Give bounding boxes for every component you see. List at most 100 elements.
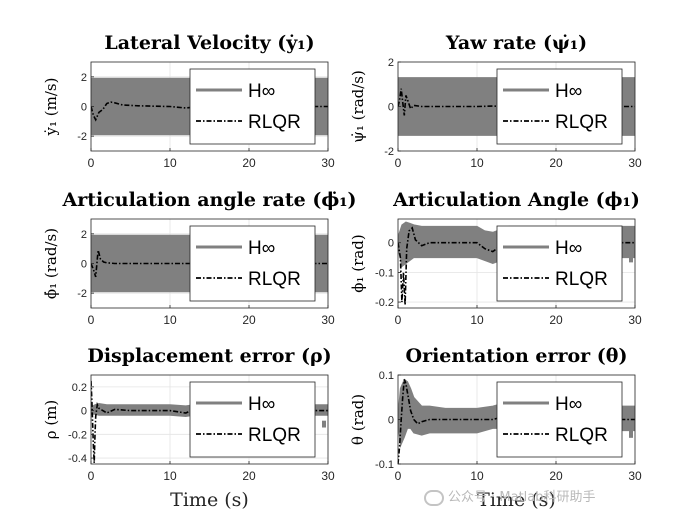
x-axis-label: Time (s) — [477, 489, 556, 511]
x-tick-label: 0 — [395, 469, 402, 483]
y-tick-label: 2 — [81, 229, 87, 241]
x-tick-label: 10 — [163, 469, 177, 483]
x-tick-label: 10 — [163, 156, 177, 170]
y-tick-label: -0.1 — [375, 267, 394, 279]
x-tick-label: 20 — [242, 156, 256, 170]
subplot-3: 0 10 20 30 -2 0 2 Articulation angle rate (ϕ̇₁)… — [42, 189, 357, 327]
legend-hinf-label: H∞ — [555, 394, 582, 415]
legend-hinf-label: H∞ — [248, 238, 275, 259]
chart-title: Articulation angle rate (ϕ̇₁) — [61, 189, 356, 211]
x-tick-label: 10 — [470, 313, 484, 327]
x-tick-label: 0 — [88, 313, 95, 327]
y-tick-label: 0 — [81, 259, 87, 271]
legend-rlqr-label: RLQR — [555, 112, 608, 133]
legend-box — [189, 381, 316, 458]
y-tick-label: -0.2 — [68, 429, 87, 441]
y-tick-label: 0 — [81, 102, 87, 114]
chart-title: Yaw rate (ψ̇₁) — [445, 32, 587, 54]
legend-rlqr-label: RLQR — [555, 425, 608, 446]
y-axis-label: θ (rad) — [349, 394, 367, 445]
y-tick-label: -2 — [77, 288, 87, 300]
x-tick-label: 30 — [628, 156, 642, 170]
legend-box — [189, 225, 316, 302]
x-tick-label: 20 — [549, 156, 563, 170]
series-hinf-band-tail — [629, 93, 633, 131]
x-tick-label: 20 — [549, 313, 563, 327]
x-tick-label: 0 — [88, 156, 95, 170]
x-tick-label: 0 — [88, 469, 95, 483]
chart-title: Displacement error (ρ) — [87, 345, 331, 367]
legend-box — [189, 68, 316, 145]
y-tick-label: 0 — [388, 102, 394, 114]
y-tick-label: 0 — [81, 406, 87, 418]
series-rlqr-line — [91, 380, 328, 463]
subplot-5: 0 10 20 30 -0.4 -0.2 0 0.2 Displacement error (ρ… — [42, 345, 335, 511]
chart-title: Articulation Angle (ϕ₁) — [392, 189, 640, 211]
subplot-4: 0 10 20 30 -0.2 -0.1 0 Articulation Angle (ϕ₁) ϕ… — [349, 189, 642, 327]
y-tick-label: -2 — [77, 131, 87, 143]
y-tick-label: -0.4 — [68, 453, 87, 465]
series-hinf-band-tail — [629, 422, 633, 438]
x-tick-label: 10 — [470, 156, 484, 170]
y-axis-label: ϕ₁ (rad) — [349, 234, 367, 292]
y-tick-label: 2 — [81, 72, 87, 84]
y-axis-label: ψ̇₁ (rad/s) — [349, 70, 367, 143]
series-rlqr-line — [398, 379, 635, 464]
legend: H∞ RLQR — [496, 68, 623, 145]
y-tick-label: 0 — [388, 238, 394, 250]
series-hinf-band-tail — [322, 251, 326, 288]
legend-rlqr-label: RLQR — [248, 425, 301, 446]
legend-rlqr-label: RLQR — [248, 112, 301, 133]
x-axis-label: Time (s) — [170, 489, 249, 511]
x-tick-label: 20 — [242, 469, 256, 483]
legend: H∞ RLQR — [189, 68, 316, 145]
chart-title: Lateral Velocity (ẏ₁) — [104, 32, 314, 54]
x-tick-label: 30 — [628, 469, 642, 483]
chart-title: Orientation error (θ) — [406, 345, 628, 367]
series-hinf-band-tail — [322, 420, 326, 428]
y-tick-label: -0.1 — [375, 459, 394, 471]
series-rlqr-line — [398, 88, 635, 116]
x-tick-label: 20 — [242, 313, 256, 327]
y-tick-label: -0.2 — [375, 297, 394, 309]
x-tick-label: 30 — [321, 313, 335, 327]
y-tick-label: 0 — [388, 415, 394, 427]
y-axis-label: ρ (m) — [42, 400, 60, 440]
wechat-logo-icon — [424, 489, 444, 506]
axes-box — [90, 374, 329, 465]
legend: H∞ RLQR — [189, 381, 316, 458]
legend-hinf-label: H∞ — [248, 394, 275, 415]
series-hinf-band-tail — [322, 94, 326, 131]
y-axis-label: ϕ̇₁ (rad/s) — [42, 228, 60, 299]
y-tick-label: -2 — [384, 146, 394, 158]
x-tick-label: 30 — [628, 313, 642, 327]
legend-rlqr-label: RLQR — [248, 269, 301, 290]
watermark-text: 公众号 · Matlab科研助手 — [448, 490, 596, 505]
axes-box — [397, 218, 636, 309]
legend-box — [496, 225, 623, 302]
x-tick-label: 10 — [163, 313, 177, 327]
legend-hinf-label: H∞ — [248, 81, 275, 102]
y-tick-label: 0.1 — [379, 370, 394, 382]
y-tick-label: 0.2 — [72, 382, 87, 394]
legend-box — [496, 381, 623, 458]
y-axis-label: ẏ₁ (m/s) — [42, 78, 60, 137]
x-tick-label: 10 — [470, 469, 484, 483]
legend: H∞ RLQR — [189, 225, 316, 302]
x-tick-label: 0 — [395, 156, 402, 170]
legend: H∞ RLQR — [496, 381, 623, 458]
subplot-1: 0 10 20 30 -2 0 2 Lateral Velocity (ẏ₁) ẏ₁ (m/s)… — [42, 32, 335, 170]
legend-rlqr-label: RLQR — [555, 269, 608, 290]
watermark: 公众号 · Matlab科研助手 — [424, 486, 596, 506]
x-tick-label: 0 — [395, 313, 402, 327]
legend-hinf-label: H∞ — [555, 238, 582, 259]
legend-hinf-label: H∞ — [555, 81, 582, 102]
legend-box — [496, 68, 623, 145]
x-tick-label: 30 — [321, 469, 335, 483]
legend: H∞ RLQR — [496, 225, 623, 302]
series-hinf-band-tail — [629, 242, 633, 263]
y-tick-label: 2 — [388, 57, 394, 69]
